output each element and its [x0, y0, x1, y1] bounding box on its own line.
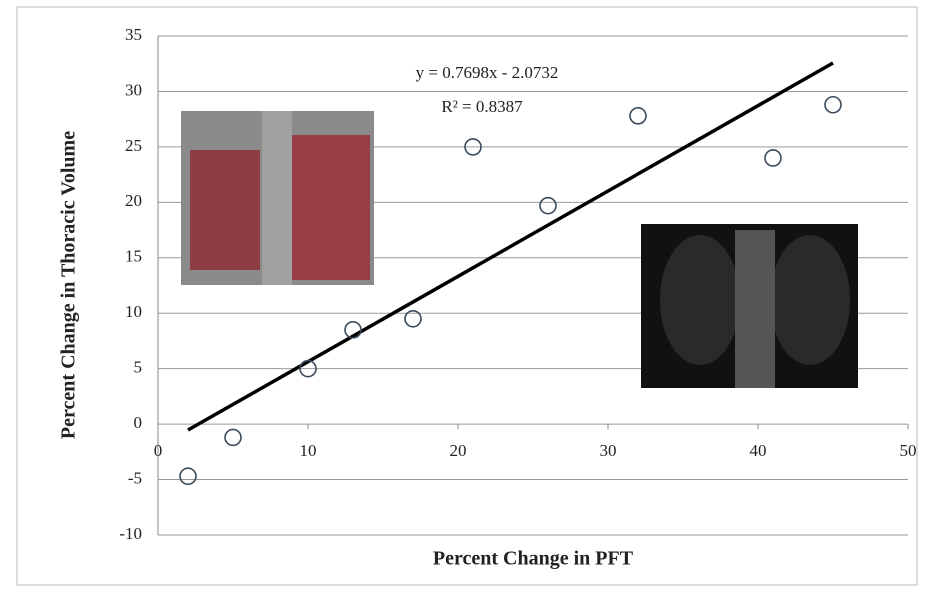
y-tick-label: 30	[125, 80, 142, 99]
y-tick-label: 35	[125, 25, 142, 44]
image-spine	[262, 111, 292, 285]
y-tick-label: -5	[128, 468, 142, 487]
image-spine	[735, 230, 775, 388]
image-ribs-left	[190, 150, 260, 270]
equation: y = 0.7698x - 2.0732	[416, 63, 559, 82]
r-squared: R² = 0.8387	[441, 97, 523, 116]
x-tick-label: 20	[450, 441, 467, 460]
x-axis-title: Percent Change in PFT	[433, 548, 634, 570]
image-ribs-right	[290, 135, 370, 280]
x-tick-label: 10	[300, 441, 317, 460]
y-tick-label: 5	[134, 358, 143, 377]
y-tick-label: 20	[125, 191, 142, 210]
y-tick-label: 15	[125, 247, 142, 266]
y-tick-label: 0	[134, 413, 143, 432]
x-tick-label: 50	[900, 441, 917, 460]
y-tick-label: -10	[119, 524, 142, 543]
chart: y = 0.7698x - 2.0732 R² = 0.8387 Percent…	[0, 0, 925, 592]
image-lung-right	[770, 235, 850, 365]
x-tick-label: 0	[154, 441, 163, 460]
x-tick-label: 40	[750, 441, 767, 460]
y-axis-title: Percent Change in Thoracic Volume	[58, 131, 80, 439]
y-tick-label: 25	[125, 136, 142, 155]
inset-image-3d	[181, 111, 374, 285]
inset-image-xray	[641, 224, 858, 388]
y-tick-label: 10	[125, 302, 142, 321]
x-tick-label: 30	[600, 441, 617, 460]
image-lung-left	[660, 235, 740, 365]
